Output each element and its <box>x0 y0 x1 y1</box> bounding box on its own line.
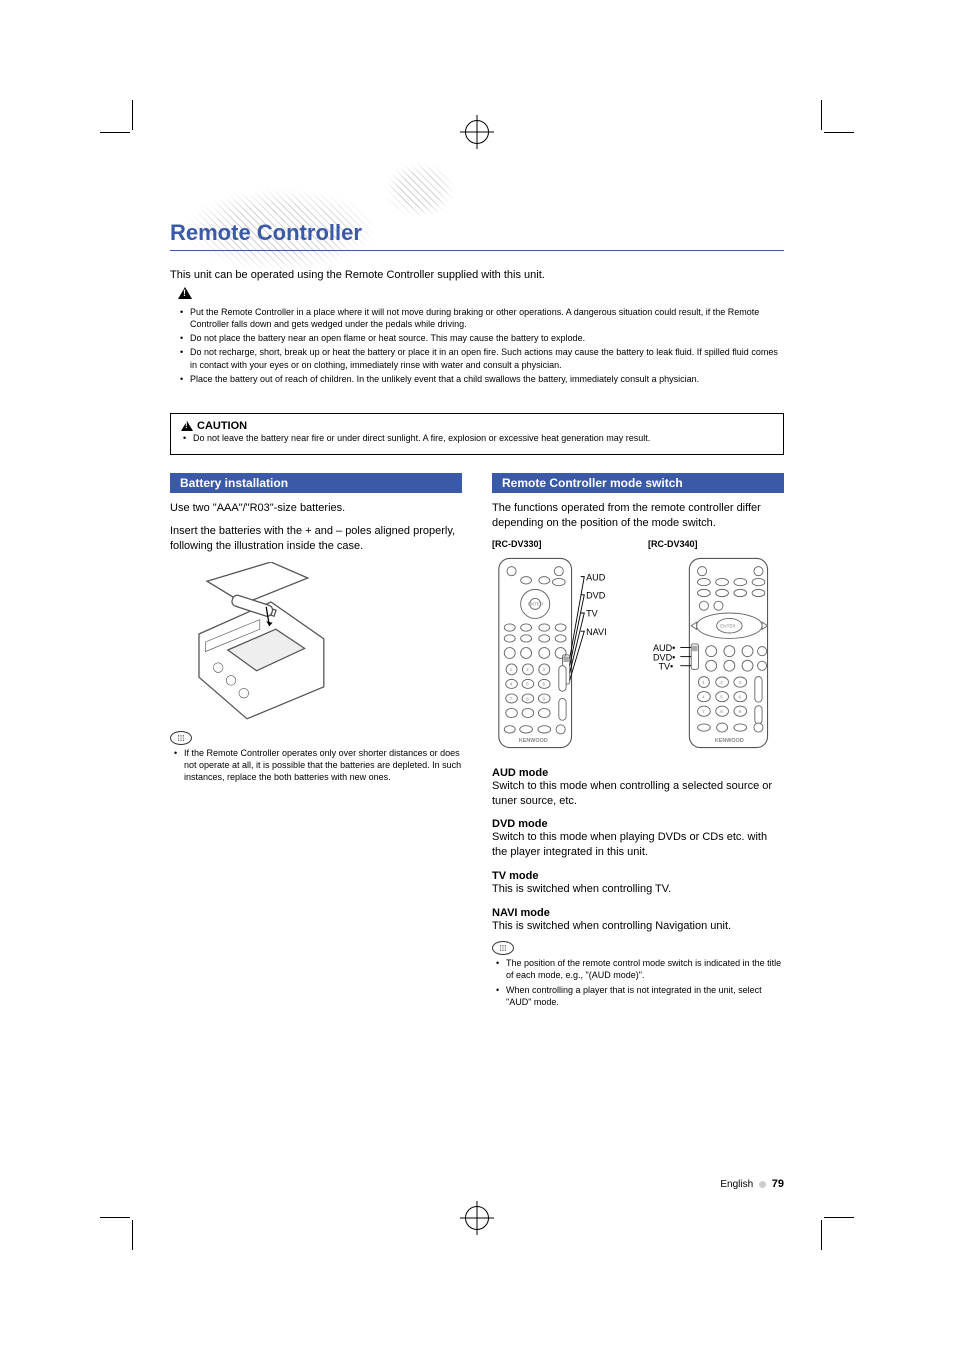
footer-dot-icon <box>759 1181 766 1188</box>
footnote-item: The position of the remote control mode … <box>496 957 784 981</box>
right-column: Remote Controller mode switch The functi… <box>492 473 784 1010</box>
svg-text:5: 5 <box>526 681 529 686</box>
crop-mark <box>821 100 822 130</box>
footer-lang: English <box>720 1179 753 1190</box>
crop-mark <box>824 1217 854 1218</box>
warning-icon <box>178 287 192 299</box>
mode-heading: TV mode <box>492 870 784 882</box>
crop-mark <box>132 100 133 130</box>
warning-list: Put the Remote Controller in a place whe… <box>170 306 784 385</box>
caution-list: Do not leave the battery near fire or un… <box>181 432 773 444</box>
svg-text:ENTER: ENTER <box>528 601 544 606</box>
registration-mark <box>465 120 489 144</box>
modeswitch-footnotes: The position of the remote control mode … <box>492 957 784 1008</box>
mode-tv: TV mode This is switched when controllin… <box>492 870 784 897</box>
warning-item: Do not recharge, short, break up or heat… <box>180 346 784 370</box>
mode-text: Switch to this mode when playing DVDs or… <box>492 830 784 860</box>
remote-label-2: [RC-DV340] <box>648 539 784 549</box>
crop-mark <box>100 1217 130 1218</box>
page-content: Remote Controller This unit can be opera… <box>170 160 784 1190</box>
warning-item: Put the Remote Controller in a place whe… <box>180 306 784 330</box>
brand-text: KENWOOD <box>519 738 548 744</box>
svg-text:9: 9 <box>738 709 741 714</box>
remote-label-1: [RC-DV330] <box>492 539 628 549</box>
caution-label: CAUTION <box>197 420 247 432</box>
svg-text:6: 6 <box>738 694 741 699</box>
battery-line2: Insert the batteries with the + and – po… <box>170 524 462 554</box>
crop-mark <box>132 1220 133 1250</box>
warning-item: Place the battery out of reach of childr… <box>180 373 784 385</box>
left-column: Battery installation Use two "AAA"/"R03"… <box>170 473 462 1010</box>
svg-text:4: 4 <box>702 694 705 699</box>
battery-line1: Use two "AAA"/"R03"-size batteries. <box>170 501 462 516</box>
battery-note-item: If the Remote Controller operates only o… <box>174 747 462 783</box>
mode-aud: AUD mode Switch to this mode when contro… <box>492 767 784 809</box>
remote-dv340: [RC-DV340] <box>648 539 784 753</box>
svg-text:3: 3 <box>542 667 545 672</box>
footnote-item: When controlling a player that is not in… <box>496 984 784 1008</box>
mode-heading: AUD mode <box>492 767 784 779</box>
crop-mark <box>100 132 130 133</box>
caution-icon <box>181 421 193 431</box>
svg-text:6: 6 <box>542 681 545 686</box>
crop-mark <box>821 1220 822 1250</box>
crop-mark <box>824 132 854 133</box>
caution-heading: CAUTION <box>181 420 773 432</box>
svg-text:1: 1 <box>702 680 705 685</box>
decorative-hatching <box>370 150 470 230</box>
battery-illustration <box>178 562 348 722</box>
two-column-layout: Battery installation Use two "AAA"/"R03"… <box>170 473 784 1010</box>
note-icon: ⁞⁞⁞ <box>170 731 192 745</box>
svg-text:2: 2 <box>720 680 723 685</box>
remote-illustration-row: [RC-DV330] <box>492 539 784 753</box>
caution-item: Do not leave the battery near fire or un… <box>183 432 773 444</box>
svg-text:3: 3 <box>738 680 741 685</box>
switch-label: DVD <box>586 590 606 600</box>
section-heading-modeswitch: Remote Controller mode switch <box>492 473 784 493</box>
mode-heading: NAVI mode <box>492 907 784 919</box>
modeswitch-intro: The functions operated from the remote c… <box>492 501 784 531</box>
svg-text:1: 1 <box>510 667 513 672</box>
switch-label: TV <box>586 608 599 618</box>
mode-dvd: DVD mode Switch to this mode when playin… <box>492 818 784 860</box>
svg-text:7: 7 <box>510 696 513 701</box>
registration-mark <box>465 1206 489 1230</box>
svg-text:ENTER: ENTER <box>720 623 736 628</box>
mode-heading: DVD mode <box>492 818 784 830</box>
mode-text: This is switched when controlling TV. <box>492 882 784 897</box>
page-title: Remote Controller <box>170 220 784 251</box>
svg-text:2: 2 <box>526 667 529 672</box>
note-icon: ⁞⁞⁞ <box>492 941 514 955</box>
switch-label: TV• <box>658 661 673 671</box>
svg-text:9: 9 <box>542 696 545 701</box>
intro-text: This unit can be operated using the Remo… <box>170 269 784 281</box>
caution-box: CAUTION Do not leave the battery near fi… <box>170 413 784 455</box>
warning-item: Do not place the battery near an open fl… <box>180 332 784 344</box>
switch-label: NAVI <box>586 626 607 636</box>
brand-text: KENWOOD <box>715 738 744 744</box>
footer-page-number: 79 <box>772 1178 784 1190</box>
svg-text:7: 7 <box>702 709 705 714</box>
svg-text:8: 8 <box>526 696 529 701</box>
page-footer: English 79 <box>720 1178 784 1190</box>
section-heading-battery: Battery installation <box>170 473 462 493</box>
svg-text:8: 8 <box>720 709 723 714</box>
switch-label: AUD <box>586 572 606 582</box>
mode-text: This is switched when controlling Naviga… <box>492 919 784 934</box>
mode-navi: NAVI mode This is switched when controll… <box>492 907 784 934</box>
svg-text:5: 5 <box>720 694 723 699</box>
mode-text: Switch to this mode when controlling a s… <box>492 779 784 809</box>
svg-text:4: 4 <box>510 681 513 686</box>
battery-notes: If the Remote Controller operates only o… <box>170 747 462 783</box>
remote-dv330: [RC-DV330] <box>492 539 628 753</box>
